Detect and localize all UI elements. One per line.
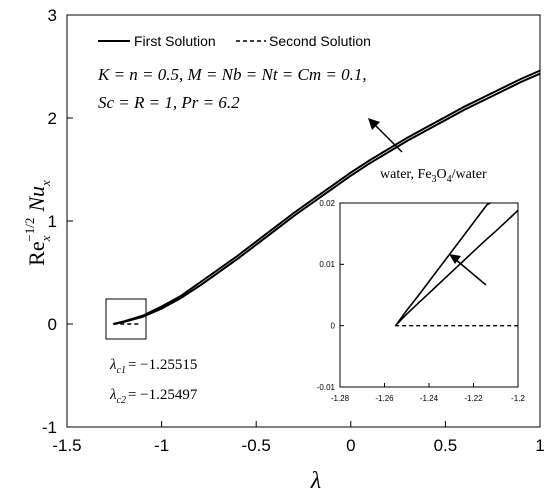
inset-arrow-head [449, 254, 461, 264]
y-axis-label: Rex−1/2Nux [22, 180, 53, 266]
inset-x-tick-label: -1.28 [331, 394, 350, 403]
inset-series-first-solution-1 [395, 202, 491, 327]
inset-x-tick-label: -1.26 [375, 394, 394, 403]
annotation-sub1: 3 [432, 174, 437, 185]
main-arrow-head [368, 118, 380, 130]
inset-x-tick-label: -1.2 [511, 394, 525, 403]
critical-value-1: λc1 = −1.25515 [109, 357, 197, 376]
y-label-nu-sub: x [38, 180, 53, 187]
params-line-2: Sc = R = 1, Pr = 6.2 [98, 93, 240, 112]
inset-tick-group: -1.28 -1.26 -1.24 -1.22 -1.2 -0.01 0 0.01 0.02 [317, 199, 526, 403]
inset-arrow-shaft [454, 258, 487, 286]
critical-2-value: = −1.25497 [128, 387, 198, 403]
legend-first-solution: First Solution [134, 33, 216, 49]
main-y-tick-label: 3 [48, 6, 57, 25]
inset-arrow [449, 254, 487, 286]
main-y-tick-label: 2 [48, 109, 57, 128]
y-label-nu: Nu [24, 186, 49, 213]
inset-y-tick-label: 0 [331, 321, 336, 330]
main-series-first-solution-1 [113, 69, 541, 325]
critical-1-sub: c1 [117, 365, 126, 376]
inset-plot-area [339, 202, 519, 388]
main-arrow-shaft [373, 123, 403, 153]
main-x-tick-label: 0.5 [434, 436, 458, 455]
main-x-tick-label: -0.5 [242, 436, 271, 455]
critical-1-symbol: λ [109, 357, 117, 373]
inset-y-tick-label: 0.02 [319, 199, 335, 208]
annotation-prefix: water, Fe [380, 167, 432, 182]
zoom-box [105, 298, 147, 340]
inset-y-tick-label: -0.01 [317, 383, 336, 392]
critical-2-sub: c2 [117, 395, 126, 406]
y-label-sup: −1/2 [22, 218, 37, 242]
main-x-tick-label: -1 [154, 436, 169, 455]
main-series-group [113, 69, 541, 325]
annotation-mid: O [437, 167, 447, 182]
legend-second-solution: Second Solution [269, 33, 371, 49]
inset-y-tick-label: 0.01 [319, 260, 335, 269]
legend: First Solution Second Solution [98, 33, 371, 49]
annotation-sub2: 4 [447, 174, 452, 185]
x-axis-label: λ [310, 468, 321, 494]
inset-x-tick-label: -1.22 [464, 394, 483, 403]
critical-2-symbol: λ [109, 387, 117, 403]
main-x-tick-label: -1.5 [52, 436, 81, 455]
main-y-tick-label: -1 [42, 418, 57, 437]
critical-1-value: = −1.25515 [128, 357, 197, 373]
params-line-1: K = n = 0.5, M = Nb = Nt = Cm = 0.1, [97, 65, 367, 84]
annotation-suffix: /water [452, 167, 487, 182]
main-x-tick-label: 0 [346, 436, 355, 455]
inset-series-first-solution-0 [394, 209, 519, 327]
main-series-first-solution-0 [113, 72, 541, 325]
main-arrow [368, 118, 403, 153]
main-y-tick-label: 1 [48, 212, 57, 231]
main-x-tick-label: 1 [535, 436, 544, 455]
y-label-re: Re [24, 241, 49, 265]
critical-value-2: λc2 = −1.25497 [109, 387, 198, 406]
inset-frame [339, 202, 519, 388]
inset-x-tick-label: -1.24 [420, 394, 439, 403]
main-y-tick-label: 0 [48, 315, 57, 334]
y-label-sub: x [38, 235, 53, 242]
inset-series-group [394, 202, 519, 327]
fluid-annotation: water, Fe3O4/water [380, 167, 487, 185]
